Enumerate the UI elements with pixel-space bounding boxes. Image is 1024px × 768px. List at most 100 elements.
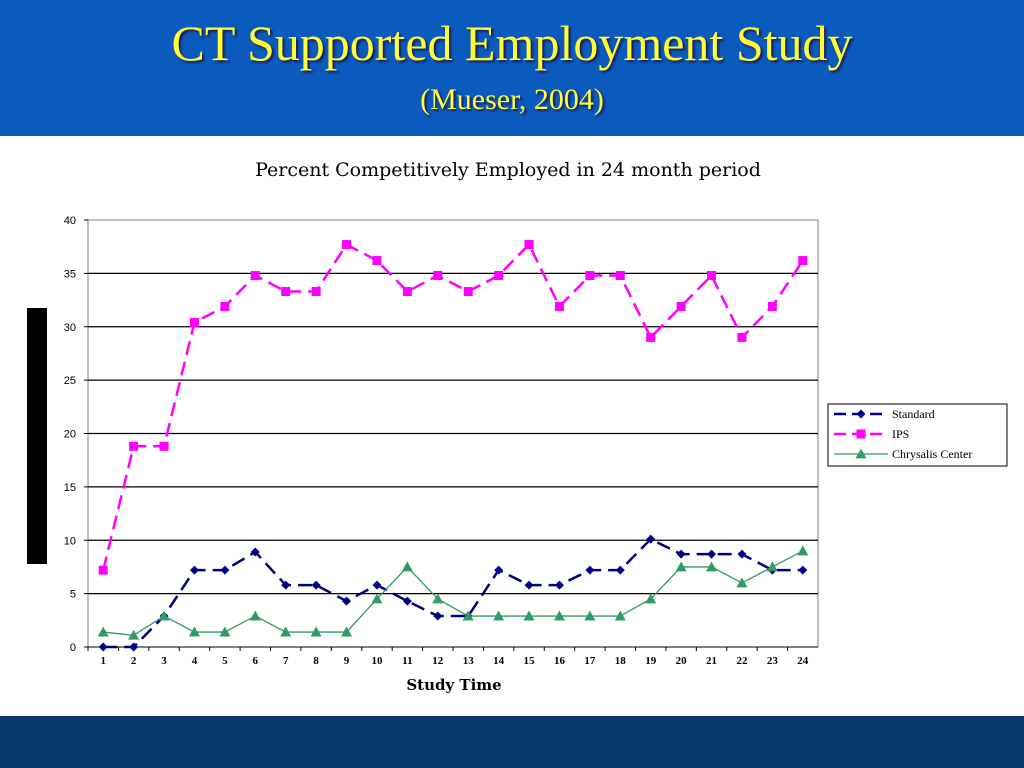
data-point-standard [494, 565, 504, 575]
legend-label-standard: Standard [892, 407, 935, 421]
data-point-chrysalis-center [706, 561, 718, 572]
data-point-ips [98, 565, 108, 575]
data-point-standard [585, 565, 595, 575]
data-point-standard [402, 596, 412, 606]
data-point-chrysalis-center [219, 626, 231, 637]
data-point-chrysalis-center [188, 626, 200, 637]
line-chart: Percent Competitively Employed in 24 mon… [27, 159, 1008, 694]
legend-label-chrysalis-center: Chrysalis Center [892, 447, 972, 461]
series-line-ips [101, 242, 804, 571]
data-point-standard [342, 596, 352, 606]
data-point-ips [402, 287, 412, 297]
data-point-chrysalis-center [675, 561, 687, 572]
x-tick-label: 8 [313, 655, 319, 667]
data-point-chrysalis-center [97, 626, 109, 637]
legend-marker-chrysalis-center [855, 448, 867, 459]
x-tick-label: 10 [371, 655, 383, 667]
x-tick-label: 2 [131, 655, 137, 667]
data-point-standard [676, 549, 686, 559]
data-point-chrysalis-center [432, 593, 444, 604]
y-tick-label: 5 [70, 589, 76, 601]
x-tick-label: 3 [161, 655, 167, 667]
legend-label-ips: IPS [892, 427, 909, 441]
data-point-standard [554, 580, 564, 590]
data-point-chrysalis-center [584, 610, 596, 621]
chart-title: Percent Competitively Employed in 24 mon… [255, 159, 761, 181]
data-point-chrysalis-center [493, 610, 505, 621]
data-point-ips [281, 287, 291, 297]
data-point-standard [311, 580, 321, 590]
x-tick-label: 23 [767, 655, 779, 667]
slide-subtitle: (Mueser, 2004) [420, 83, 604, 116]
data-point-chrysalis-center [128, 629, 140, 640]
data-point-standard [372, 580, 382, 590]
x-tick-label: 24 [797, 655, 809, 667]
data-point-ips [463, 287, 473, 297]
data-point-ips [220, 301, 230, 311]
data-point-chrysalis-center [736, 577, 748, 588]
data-point-ips [646, 332, 656, 342]
data-point-chrysalis-center [249, 610, 261, 621]
data-point-standard [250, 547, 260, 557]
legend-marker-standard [856, 409, 866, 419]
y-tick-label: 40 [64, 215, 76, 227]
data-point-ips [129, 441, 139, 451]
data-point-standard [129, 642, 139, 652]
x-tick-label: 5 [222, 655, 228, 667]
data-point-standard [707, 549, 717, 559]
data-point-ips [707, 271, 717, 281]
data-point-standard [524, 580, 534, 590]
x-tick-label: 12 [432, 655, 444, 667]
slide-title: CT Supported Employment Study [171, 15, 853, 71]
data-point-ips [372, 256, 382, 266]
data-point-ips [311, 287, 321, 297]
data-point-chrysalis-center [280, 626, 292, 637]
data-point-chrysalis-center [158, 610, 170, 621]
x-tick-label: 17 [584, 655, 596, 667]
x-tick-label: 13 [463, 655, 475, 667]
data-point-chrysalis-center [614, 610, 626, 621]
data-point-ips [433, 271, 443, 281]
data-point-chrysalis-center [523, 610, 535, 621]
slide-header [0, 0, 1024, 136]
x-tick-label: 7 [283, 655, 289, 667]
y-tick-label: 15 [64, 482, 76, 494]
data-point-chrysalis-center [401, 561, 413, 572]
data-point-standard [189, 565, 199, 575]
x-tick-label: 15 [524, 655, 536, 667]
y-tick-label: 30 [64, 322, 76, 334]
data-point-chrysalis-center [341, 626, 353, 637]
data-point-ips [615, 271, 625, 281]
y-tick-label: 0 [70, 642, 76, 654]
data-point-chrysalis-center [462, 610, 474, 621]
series-line-standard [103, 537, 803, 649]
series-line-chrysalis-center [103, 550, 804, 636]
data-point-chrysalis-center [766, 561, 778, 572]
y-tick-label: 20 [64, 429, 76, 441]
data-point-ips [189, 317, 199, 327]
x-tick-label: 21 [706, 655, 717, 667]
y-tick-label: 10 [64, 535, 76, 547]
data-point-chrysalis-center [645, 593, 657, 604]
x-tick-label: 6 [253, 655, 259, 667]
data-point-ips [767, 301, 777, 311]
x-tick-label: 1 [100, 655, 106, 667]
data-point-ips [250, 271, 260, 281]
data-point-standard [737, 549, 747, 559]
x-tick-label: 20 [676, 655, 688, 667]
data-point-standard [615, 565, 625, 575]
y-tick-label: 35 [64, 268, 76, 280]
x-tick-label: 16 [554, 655, 566, 667]
x-axis-label: Study Time [406, 676, 501, 694]
x-tick-label: 14 [493, 655, 505, 667]
x-tick-label: 22 [736, 655, 748, 667]
data-point-ips [798, 256, 808, 266]
y-tick-label: 25 [64, 375, 76, 387]
data-point-standard [798, 565, 808, 575]
data-point-ips [585, 271, 595, 281]
y-axis-label-box [27, 308, 47, 564]
data-point-standard [98, 642, 108, 652]
data-point-ips [737, 332, 747, 342]
data-point-chrysalis-center [310, 626, 322, 637]
